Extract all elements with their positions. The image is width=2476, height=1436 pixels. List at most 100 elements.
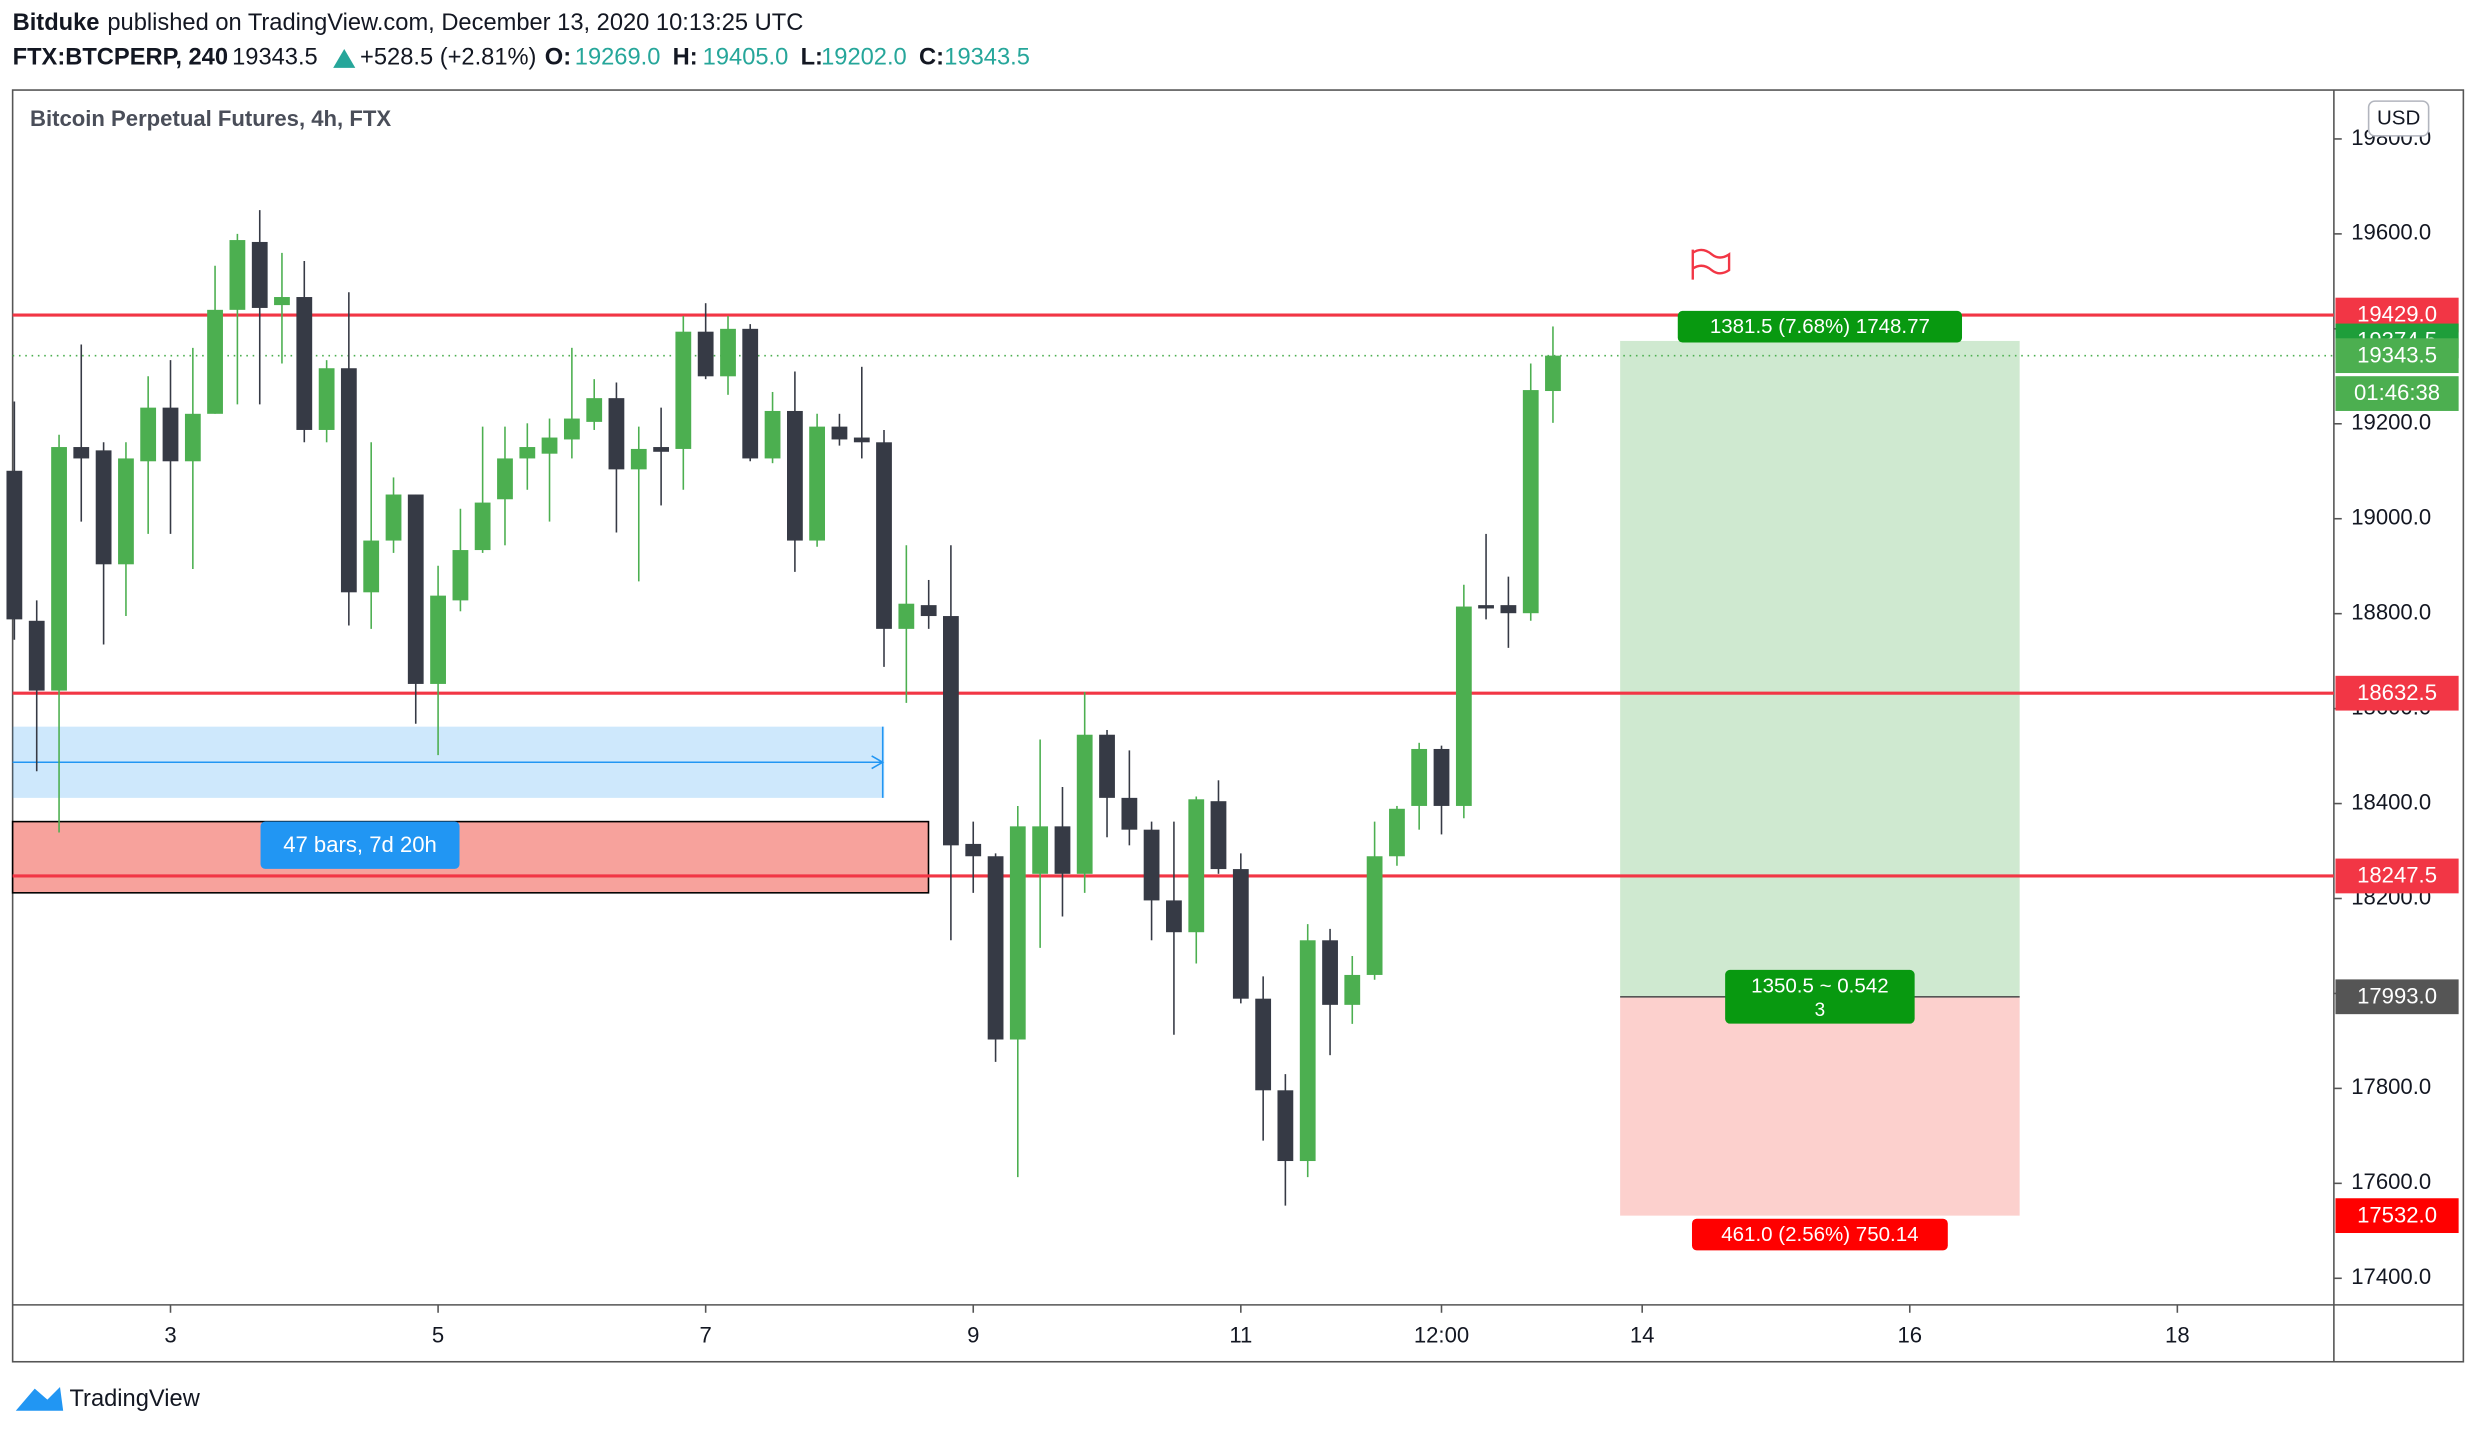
- candle-body: [1344, 974, 1361, 1005]
- x-tick-label: 3: [164, 1322, 176, 1347]
- price-label: 18247.5: [2357, 863, 2437, 888]
- candle-body: [407, 494, 424, 684]
- candle-body: [296, 297, 313, 430]
- candle-body: [1210, 801, 1227, 870]
- y-tick-label: 19000.0: [2351, 505, 2431, 530]
- candle-body: [1054, 826, 1071, 874]
- candle-body: [274, 297, 290, 306]
- candle-body: [497, 458, 513, 500]
- ohlc-value: 19269.0: [575, 45, 661, 71]
- ohlc-key: H:: [673, 45, 698, 71]
- ohlc-value: 19343.5: [944, 45, 1030, 71]
- y-tick-label: 17600.0: [2351, 1169, 2431, 1194]
- candle-body: [162, 407, 179, 462]
- candle-body: [51, 447, 67, 691]
- candle-body: [1299, 940, 1316, 1162]
- candle-body: [184, 413, 201, 462]
- candle-body: [207, 309, 223, 414]
- price-label-box: [2335, 858, 2459, 894]
- candle-body: [541, 437, 558, 454]
- candle-body: [1143, 829, 1160, 901]
- countdown-box: [2335, 376, 2459, 411]
- stop-label: 461.0 (2.56%) 750.14: [1721, 1223, 1918, 1246]
- currency: USD: [2377, 107, 2420, 130]
- author: Bitduke: [13, 10, 100, 36]
- candle-body: [1255, 998, 1272, 1091]
- candle-body: [1545, 355, 1561, 392]
- brand: TradingView: [69, 1386, 200, 1412]
- ohlc-key: L:: [801, 45, 823, 71]
- candle-body: [385, 494, 402, 541]
- candle-body: [430, 595, 446, 684]
- candle-body: [340, 368, 357, 593]
- candle-body: [653, 447, 670, 452]
- candle-body: [809, 426, 826, 541]
- x-tick-label: 11: [1229, 1322, 1252, 1347]
- frame: [11, 89, 2465, 1363]
- price-label-box: [2335, 338, 2459, 374]
- profit-area: [1620, 340, 2020, 997]
- candle-body: [853, 437, 870, 443]
- published: published on TradingView.com, December 1…: [107, 10, 803, 36]
- countdown: 01:46:38: [2354, 380, 2440, 405]
- entry-label-box: [1725, 969, 1915, 1024]
- candle-body: [831, 426, 848, 440]
- candle-body: [140, 407, 157, 462]
- loss-area: [1620, 996, 2020, 1216]
- x-tick-label: 14: [1630, 1322, 1655, 1347]
- up-arrow: [333, 48, 356, 68]
- candle-body: [1389, 808, 1405, 857]
- candle-body: [1411, 748, 1428, 806]
- candle-body: [920, 605, 937, 617]
- candle-body: [675, 331, 692, 449]
- y-tick-label: 18800.0: [2351, 600, 2431, 625]
- candle-body: [452, 550, 469, 601]
- candle-body: [73, 447, 90, 459]
- candle-body: [95, 450, 112, 565]
- ohlc-value: 19405.0: [703, 45, 789, 71]
- candle-body: [586, 398, 603, 422]
- last-price: 19343.5: [232, 45, 318, 71]
- y-tick-label: 17400.0: [2351, 1264, 2431, 1289]
- candle-body: [1232, 869, 1249, 999]
- candle-body: [1166, 900, 1182, 933]
- price-label: 17532.0: [2357, 1202, 2437, 1227]
- x-tick-label: 12:00: [1414, 1322, 1469, 1347]
- plot: 47 bars, 7d 20h 1381.5 (7.68%) 1748.77 135…: [6, 210, 2334, 1251]
- candle-body: [1478, 605, 1494, 609]
- candle-body: [742, 328, 759, 459]
- chart-title: Bitcoin Perpetual Futures, 4h, FTX: [30, 106, 391, 131]
- y-tick-label: 17800.0: [2351, 1074, 2431, 1099]
- flag-icon: [1691, 248, 1731, 280]
- candle-body: [474, 502, 491, 551]
- candle-body: [1522, 390, 1539, 614]
- price-label: 18632.5: [2357, 680, 2437, 705]
- currency-box: [2367, 100, 2430, 137]
- candle-body: [1433, 748, 1450, 806]
- candle-body: [1188, 799, 1205, 933]
- price-label-box: [2335, 979, 2459, 1015]
- price-label: 17993.0: [2357, 983, 2437, 1008]
- candle-body: [1500, 605, 1517, 614]
- candle-body: [630, 448, 647, 470]
- candle-body: [876, 442, 892, 629]
- candle-body: [1455, 606, 1472, 806]
- logo-icon: [15, 1387, 64, 1411]
- price-label: 19429.0: [2357, 302, 2437, 327]
- x-tick-label: 9: [967, 1322, 979, 1347]
- supply-zone: [11, 820, 930, 894]
- target-label-box: [1677, 310, 1963, 343]
- candle-body: [943, 616, 959, 846]
- candle-body: [898, 603, 915, 629]
- candle-body: [28, 620, 45, 691]
- candle-body: [1099, 734, 1115, 798]
- range-label: 47 bars, 7d 20h: [283, 832, 437, 857]
- price-label-box: [2335, 1198, 2459, 1234]
- candle-body: [563, 418, 580, 440]
- x-tick-label: 18: [2165, 1322, 2190, 1347]
- candle-body: [251, 241, 268, 308]
- x-tick-label: 16: [1897, 1322, 1922, 1347]
